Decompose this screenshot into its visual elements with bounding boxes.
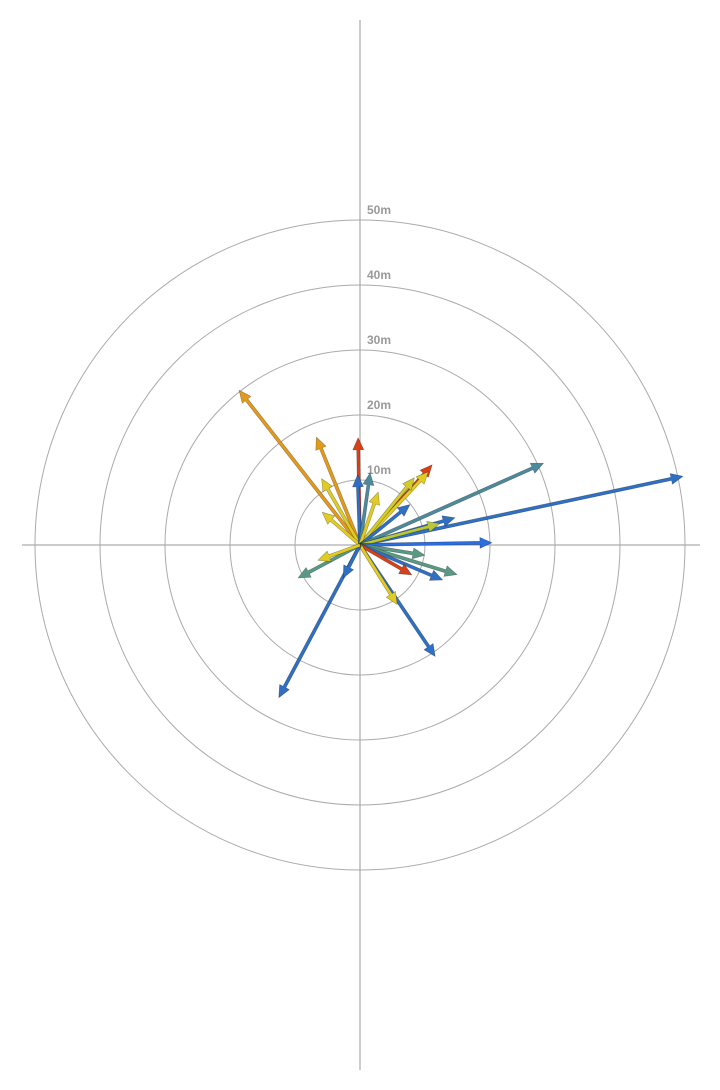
r-tick-label: 30m bbox=[367, 333, 391, 347]
grid-ring bbox=[229, 414, 491, 676]
vector-arrow bbox=[359, 473, 684, 547]
grid-ring bbox=[99, 284, 621, 806]
vector-arrow bbox=[359, 537, 493, 549]
vector-arrow bbox=[321, 478, 362, 547]
vector-arrow bbox=[317, 543, 361, 562]
r-tick-label: 40m bbox=[367, 268, 391, 282]
vector-arrow bbox=[358, 462, 544, 547]
vector-arrow bbox=[358, 543, 413, 576]
vector-arrow bbox=[321, 511, 362, 547]
grid-ring bbox=[164, 349, 556, 741]
r-tick-label: 50m bbox=[367, 203, 391, 217]
vector-arrow bbox=[238, 389, 362, 547]
r-tick-label: 10m bbox=[367, 463, 391, 477]
grid-ring bbox=[34, 219, 686, 871]
vector-arrow bbox=[358, 491, 380, 546]
r-tick-label: 20m bbox=[367, 398, 391, 412]
vector-arrow bbox=[358, 543, 398, 605]
vector-arrow bbox=[315, 436, 362, 546]
